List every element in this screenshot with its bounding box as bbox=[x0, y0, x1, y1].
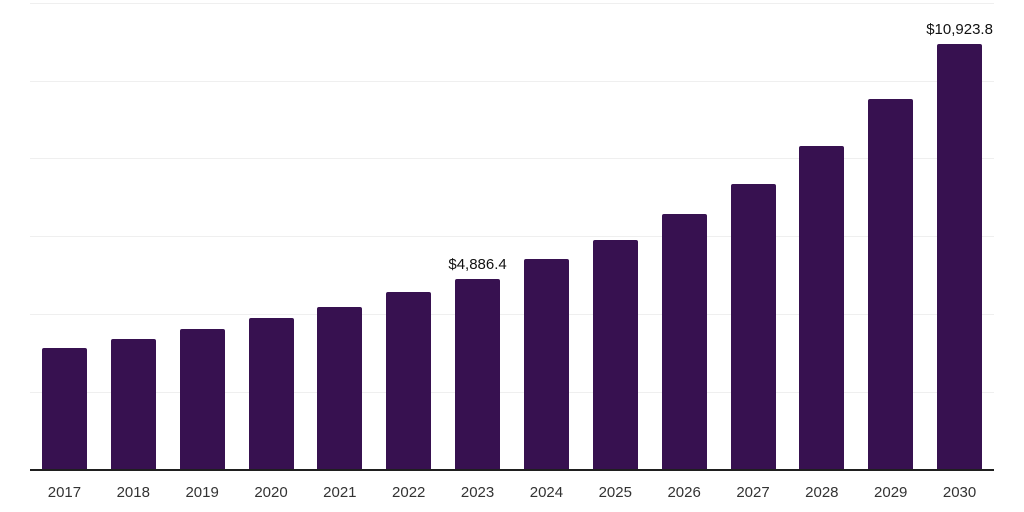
gridline bbox=[30, 80, 994, 82]
x-tick-label-2021: 2021 bbox=[323, 484, 357, 501]
x-tick-label-2029: 2029 bbox=[874, 484, 908, 501]
x-axis: 2017 2018 2019 2020 2021 2022 2023 2024 2025 2026… bbox=[30, 471, 994, 512]
bar-2028 bbox=[799, 145, 845, 469]
gridline bbox=[30, 158, 994, 160]
x-axis-line bbox=[30, 469, 994, 471]
x-tick-label-2024: 2024 bbox=[529, 484, 564, 501]
bar-2029 bbox=[868, 98, 914, 469]
x-tick-label-2026: 2026 bbox=[667, 484, 701, 501]
bar-2022 bbox=[386, 292, 432, 469]
bar-2027 bbox=[730, 183, 776, 469]
bar-2020 bbox=[248, 317, 294, 469]
bar-2025 bbox=[592, 239, 638, 469]
data-label-2023: $4,886.4 bbox=[448, 255, 507, 273]
x-tick-label-2023: 2023 bbox=[460, 484, 495, 501]
x-tick-label-2028: 2028 bbox=[805, 484, 839, 501]
x-tick-label-2017: 2017 bbox=[47, 484, 82, 501]
bar-2026 bbox=[661, 213, 707, 469]
bar-2021 bbox=[317, 306, 363, 469]
x-tick-label-2018: 2018 bbox=[116, 484, 150, 501]
bar-2024 bbox=[523, 259, 569, 469]
gridline bbox=[30, 2, 994, 4]
x-tick-label-2025: 2025 bbox=[598, 484, 632, 501]
bar-2019 bbox=[179, 329, 225, 469]
bar-2017 bbox=[41, 348, 87, 469]
x-tick-label-2030: 2030 bbox=[942, 484, 977, 501]
bar-2018 bbox=[110, 338, 156, 469]
plot-area: $4,886.4 $10,923.8 bbox=[30, 0, 994, 471]
x-tick-label-2027: 2027 bbox=[736, 484, 770, 501]
gridline bbox=[30, 314, 994, 316]
bar-2023 bbox=[455, 278, 501, 469]
x-tick-label-2022: 2022 bbox=[392, 484, 426, 501]
x-tick-label-2019: 2019 bbox=[185, 484, 219, 501]
gridline bbox=[30, 392, 994, 394]
x-tick-label-2020: 2020 bbox=[254, 484, 288, 501]
gridline bbox=[30, 236, 994, 238]
data-label-2030: $10,923.8 bbox=[926, 20, 993, 38]
bar-2030 bbox=[937, 43, 983, 469]
